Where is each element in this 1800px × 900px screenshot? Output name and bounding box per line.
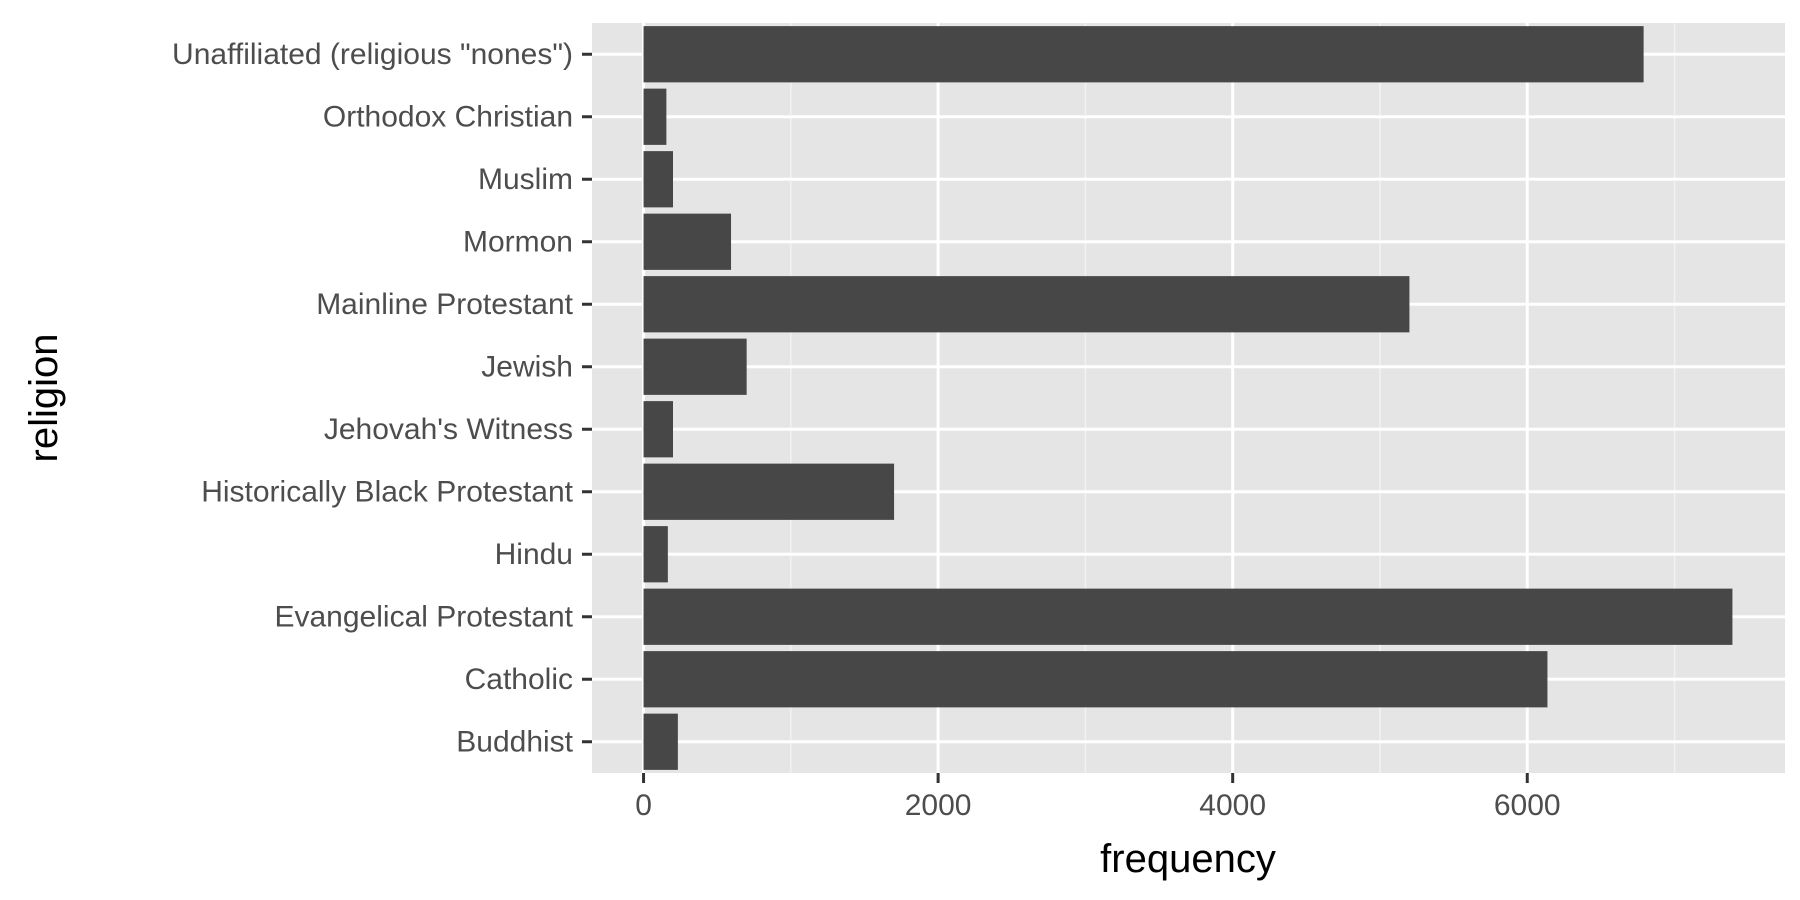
bar-jehovah-s-witness [643,401,674,458]
bar-historically-black-protestant [643,463,895,520]
bar-orthodox-christian [643,88,667,145]
x-axis-title: frequency [1100,837,1276,881]
y-tick-label: Mormon [463,225,573,258]
y-tick-label: Mainline Protestant [316,288,573,321]
y-tick-label: Historically Black Protestant [201,475,573,508]
y-tick-label: Evangelical Protestant [274,600,573,633]
y-tick-label: Jewish [481,350,573,383]
bars [643,26,1733,770]
bar-mainline-protestant [643,276,1410,333]
bar-buddhist [643,713,678,770]
x-tick-label: 2000 [905,789,972,822]
x-tick-label: 0 [635,789,652,822]
y-tick-label: Orthodox Christian [323,100,573,133]
y-tick-label: Unaffiliated (religious "nones") [172,38,573,71]
bar-hindu [643,526,668,583]
y-tick-label: Catholic [465,663,573,696]
bar-catholic [643,651,1548,708]
bar-unaffiliated-religious-nones [643,26,1644,83]
bar-muslim [643,151,674,208]
bar-jewish [643,338,747,395]
x-tick-label: 6000 [1494,789,1561,822]
bar-mormon [643,213,732,270]
y-tick-label: Buddhist [456,725,573,758]
bar-evangelical-protestant [643,588,1733,645]
y-tick-label: Muslim [478,163,573,196]
x-axis: 0 2000 4000 6000 [635,773,1561,822]
y-axis-title: religion [22,334,66,463]
y-tick-label: Hindu [495,538,573,571]
y-tick-label: Jehovah's Witness [324,413,573,446]
y-axis: Buddhist Catholic Evangelical Protestant Hi… [172,38,592,758]
x-tick-label: 4000 [1199,789,1266,822]
